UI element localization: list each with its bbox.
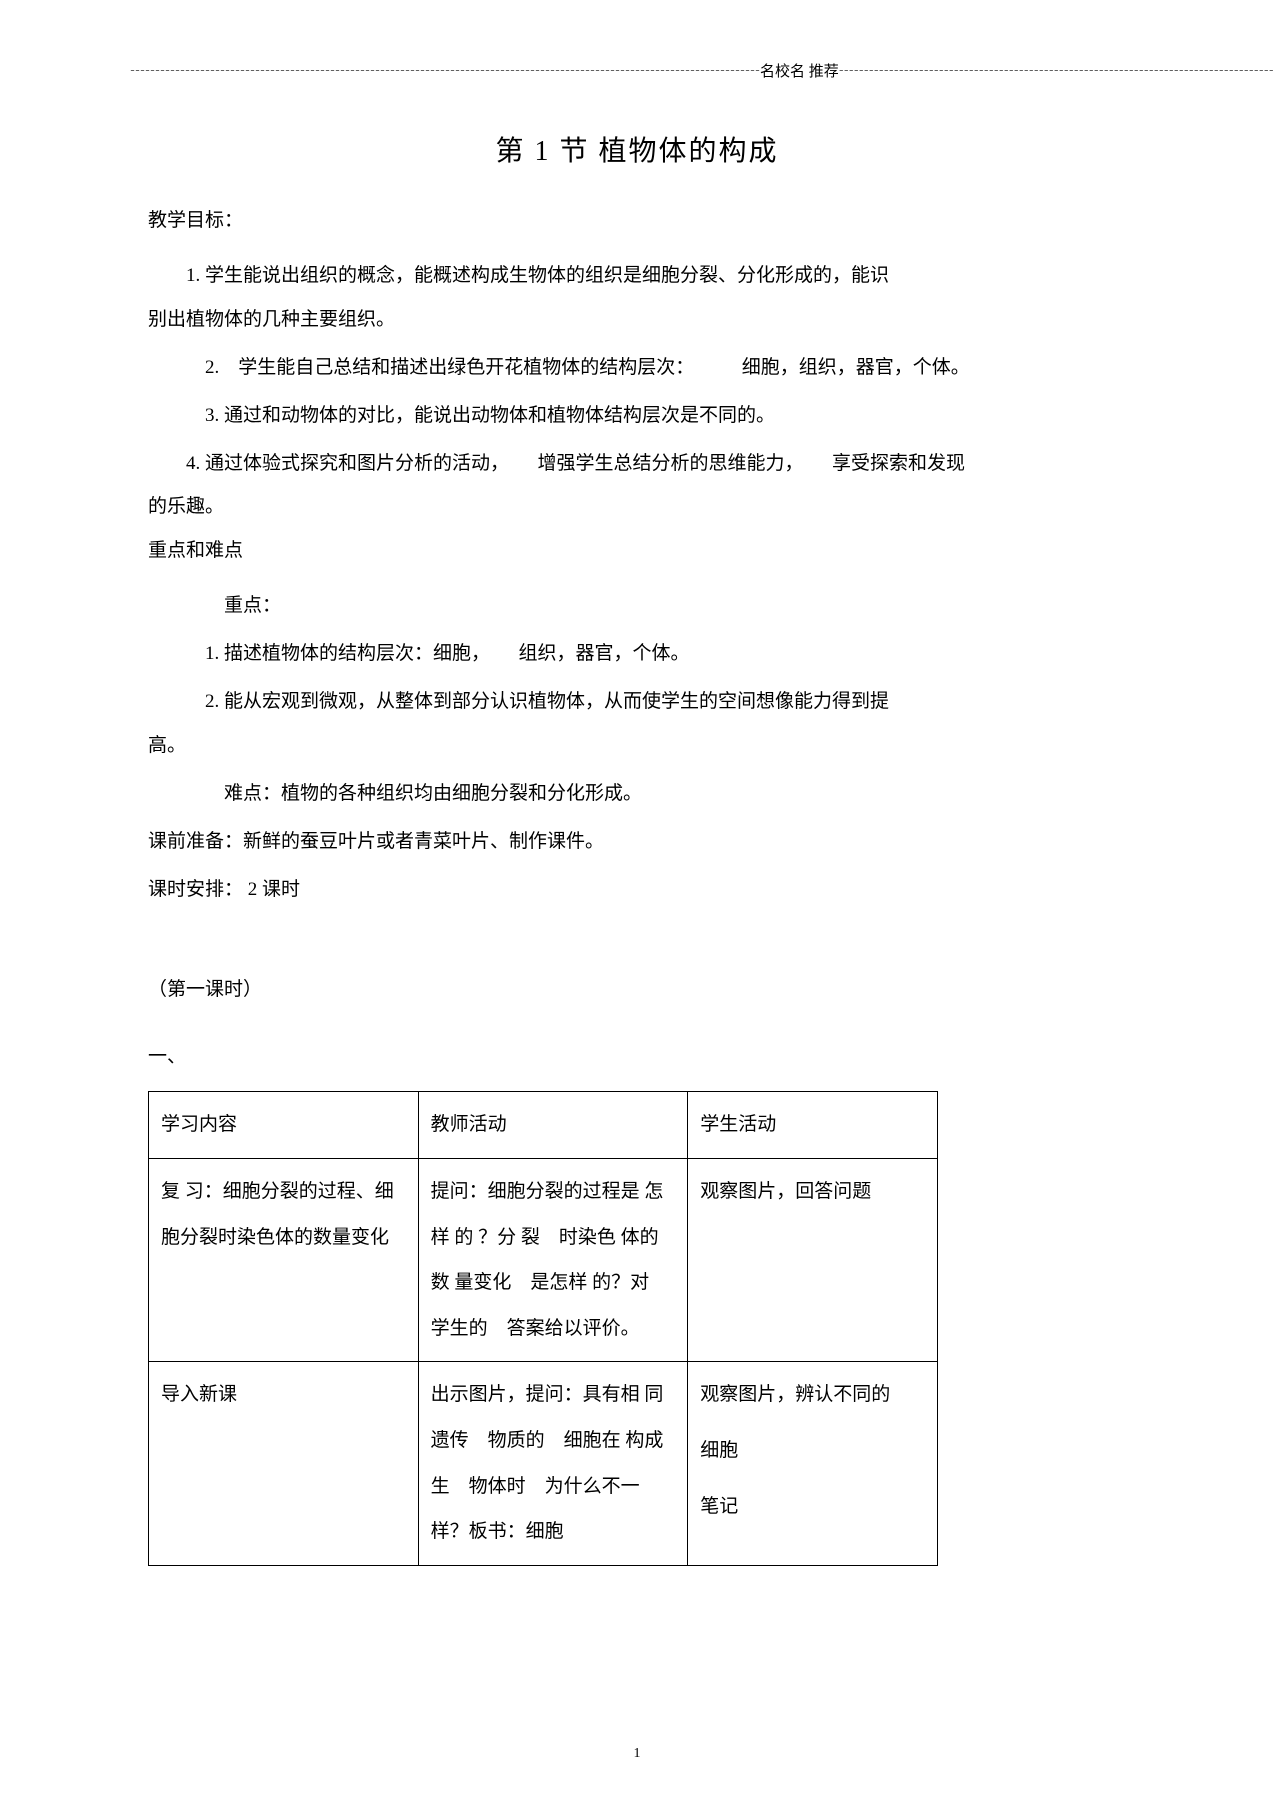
table-header-1: 学习内容: [149, 1092, 419, 1159]
table-cell: 导入新课: [149, 1362, 419, 1565]
keypoint-2-line-2: 高。: [148, 726, 1144, 766]
header-dashes-left: ┄┄┄┄┄┄┄┄┄┄┄┄┄┄┄┄┄┄┄┄┄┄┄┄┄┄┄┄┄┄┄┄┄┄┄┄┄┄┄┄…: [130, 64, 760, 80]
objectives-label: 教学目标：: [148, 205, 1144, 232]
table-header-3: 学生活动: [688, 1092, 938, 1159]
objective-4-line-2: 的乐趣。: [148, 487, 1144, 527]
table-cell-line-2: 细胞: [700, 1428, 925, 1474]
header-center-text: 名校名 推荐: [760, 64, 839, 80]
table-row: 导入新课 出示图片，提问：具有相 同遗传 物质的 细胞在 构成生 物体时 为什么…: [149, 1362, 938, 1565]
header-decoration: ┄┄┄┄┄┄┄┄┄┄┄┄┄┄┄┄┄┄┄┄┄┄┄┄┄┄┄┄┄┄┄┄┄┄┄┄┄┄┄┄…: [130, 60, 1144, 81]
lesson-table: 学习内容 教师活动 学生活动 复 习：细胞分裂的过程、细胞分裂时染色体的数量变化…: [148, 1091, 938, 1565]
table-header-row: 学习内容 教师活动 学生活动: [149, 1092, 938, 1159]
objective-1-line-2: 别出植物体的几种主要组织。: [148, 300, 1144, 340]
objective-4-line-1: 4. 通过体验式探究和图片分析的活动， 增强学生总结分析的思维能力， 享受探索和…: [148, 444, 1144, 484]
objective-3: 3. 通过和动物体的对比，能说出动物体和植物体结构层次是不同的。: [148, 396, 1144, 436]
table-cell: 观察图片，辨认不同的 细胞 笔记: [688, 1362, 938, 1565]
keypoint-1: 1. 描述植物体的结构层次：细胞， 组织，器官，个体。: [148, 634, 1144, 674]
table-header-2: 教师活动: [418, 1092, 688, 1159]
section-one-mark: 一、: [148, 1037, 1144, 1077]
session-1-marker: （第一课时）: [148, 970, 1144, 1010]
header-dashes-right: ┄┄┄┄┄┄┄┄┄┄┄┄┄┄┄┄┄┄┄┄┄┄┄┄┄┄┄┄┄┄┄┄┄┄┄┄┄: [839, 64, 1274, 80]
preparation: 课前准备：新鲜的蚕豆叶片或者青菜叶片、制作课件。: [148, 822, 1144, 862]
table-cell: 复 习：细胞分裂的过程、细胞分裂时染色体的数量变化: [149, 1158, 419, 1361]
keypoint-2-line-1: 2. 能从宏观到微观，从整体到部分认识植物体，从而使学生的空间想像能力得到提: [148, 682, 1144, 722]
table-cell: 观察图片，回答问题: [688, 1158, 938, 1361]
keypoints-heading: 重点：: [148, 586, 1144, 626]
page-number: 1: [0, 1746, 1274, 1762]
table-cell-line-1: 观察图片，辨认不同的: [700, 1372, 925, 1418]
keypoints-label: 重点和难点: [148, 535, 1144, 562]
page-title: 第 1 节 植物体的构成: [130, 129, 1144, 169]
table-cell: 出示图片，提问：具有相 同遗传 物质的 细胞在 构成生 物体时 为什么不一样？板…: [418, 1362, 688, 1565]
table-cell-line-3: 笔记: [700, 1484, 925, 1530]
table-row: 复 习：细胞分裂的过程、细胞分裂时染色体的数量变化 提问：细胞分裂的过程是 怎样…: [149, 1158, 938, 1361]
timing: 课时安排： 2 课时: [148, 870, 1144, 910]
objective-2: 2. 学生能自己总结和描述出绿色开花植物体的结构层次： 细胞，组织，器官，个体。: [148, 348, 1144, 388]
difficulty: 难点：植物的各种组织均由细胞分裂和分化形成。: [148, 774, 1144, 814]
table-cell: 提问：细胞分裂的过程是 怎样 的 ？分 裂 时染色 体的数 量变化 是怎样 的？…: [418, 1158, 688, 1361]
objective-1-line-1: 1. 学生能说出组织的概念，能概述构成生物体的组织是细胞分裂、分化形成的，能识: [148, 256, 1144, 296]
